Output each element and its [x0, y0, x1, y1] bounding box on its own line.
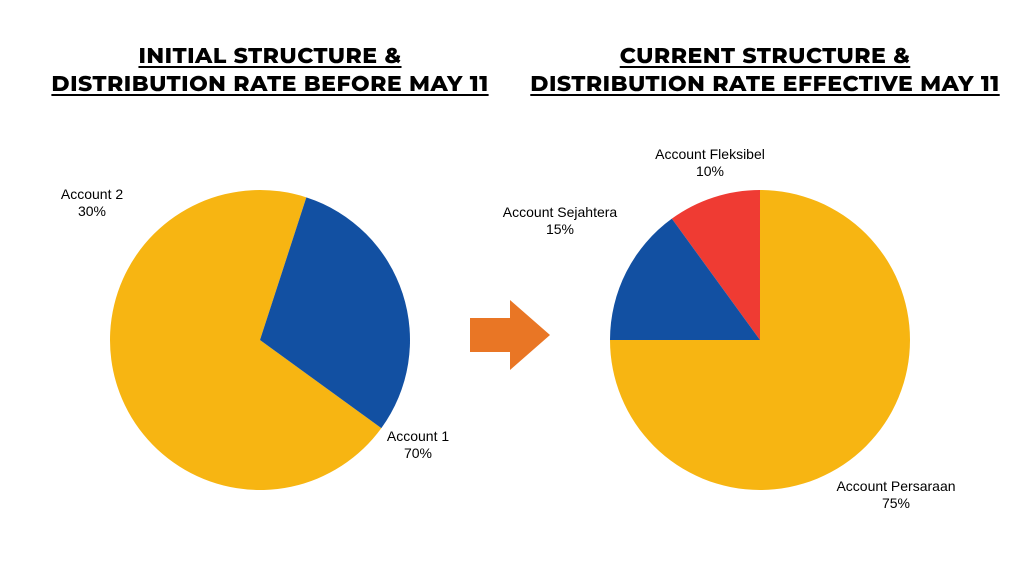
label-account-2-name: Account 2	[61, 186, 123, 202]
title-left: INITIAL STRUCTURE & DISTRIBUTION RATE BE…	[40, 42, 500, 97]
label-account-1-name: Account 1	[387, 428, 449, 444]
pie-slice	[260, 197, 410, 428]
label-account-2-pct: 30%	[78, 203, 106, 219]
label-account-1: Account 1 70%	[387, 428, 449, 462]
arrow-icon	[470, 300, 550, 370]
title-left-line1: INITIAL STRUCTURE &	[138, 42, 401, 69]
title-right-line2: DISTRIBUTION RATE EFFECTIVE MAY 11	[530, 70, 999, 97]
label-account-fleksibel-name: Account Fleksibel	[655, 146, 765, 162]
pie-slice	[672, 190, 760, 340]
pie-slice	[610, 190, 910, 490]
label-account-persaraan: Account Persaraan 75%	[836, 478, 955, 512]
label-account-fleksibel-pct: 10%	[696, 163, 724, 179]
label-account-persaraan-name: Account Persaraan	[836, 478, 955, 494]
title-left-line2: DISTRIBUTION RATE BEFORE MAY 11	[51, 70, 488, 97]
label-account-fleksibel: Account Fleksibel 10%	[655, 146, 765, 180]
label-account-sejahtera-name: Account Sejahtera	[503, 204, 617, 220]
title-right: CURRENT STRUCTURE & DISTRIBUTION RATE EF…	[525, 42, 1005, 97]
label-account-sejahtera-pct: 15%	[546, 221, 574, 237]
pie-slice	[110, 190, 381, 490]
label-account-persaraan-pct: 75%	[882, 495, 910, 511]
label-account-2: Account 2 30%	[61, 186, 123, 220]
pie-slice	[610, 219, 760, 340]
page: INITIAL STRUCTURE & DISTRIBUTION RATE BE…	[0, 0, 1024, 576]
title-right-line1: CURRENT STRUCTURE &	[620, 42, 911, 69]
label-account-sejahtera: Account Sejahtera 15%	[503, 204, 617, 238]
label-account-1-pct: 70%	[404, 445, 432, 461]
